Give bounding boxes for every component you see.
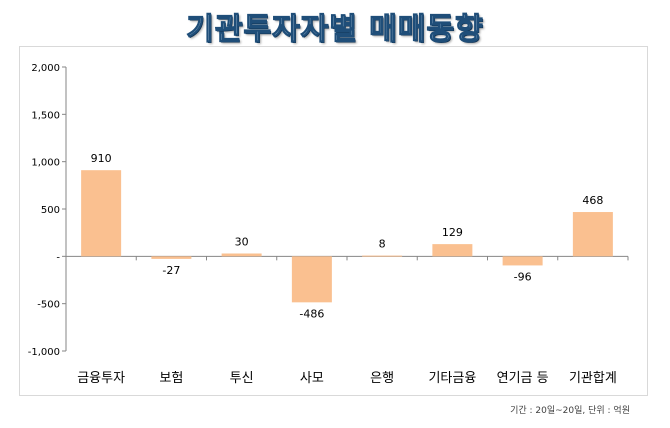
data-label: -96 (514, 270, 532, 283)
chart-frame (19, 46, 648, 396)
y-tick-label: -500 (37, 300, 60, 311)
data-label: 910 (91, 152, 112, 165)
data-label: -486 (299, 307, 324, 320)
bar (221, 253, 262, 257)
x-tick-label: 은행 (370, 370, 394, 386)
y-tick-label: -1,000 (28, 347, 60, 358)
y-tick-label: 500 (41, 205, 60, 216)
footnote: 기간 : 20일~20일, 단위 : 억원 (510, 406, 630, 416)
data-label: -27 (162, 264, 180, 277)
x-tick-label: 보험 (159, 371, 183, 386)
bar (432, 244, 473, 257)
data-label: 30 (235, 235, 249, 248)
bar (151, 256, 192, 259)
y-tick-label: 1,500 (31, 110, 60, 121)
bar (81, 170, 122, 257)
x-tick-label: 금융투자 (77, 371, 125, 386)
x-tick-label: 기관합계 (569, 371, 617, 386)
bar (362, 255, 403, 257)
x-tick-label: 투신 (230, 371, 254, 386)
y-tick-label: 2,000 (31, 63, 60, 74)
x-tick-label: 연기금 등 (497, 371, 549, 386)
chart-title: 기관투자자별 매매동향 (186, 11, 484, 47)
data-label: 8 (379, 238, 386, 251)
bar (291, 256, 332, 303)
y-tick-label: - (56, 252, 60, 263)
y-tick-label: 1,000 (31, 158, 60, 169)
data-label: 129 (442, 226, 463, 239)
bar (502, 256, 543, 266)
data-label: 468 (582, 194, 603, 207)
bar (572, 212, 613, 257)
x-tick-label: 기타금융 (428, 371, 476, 386)
x-tick-label: 사모 (300, 371, 324, 386)
